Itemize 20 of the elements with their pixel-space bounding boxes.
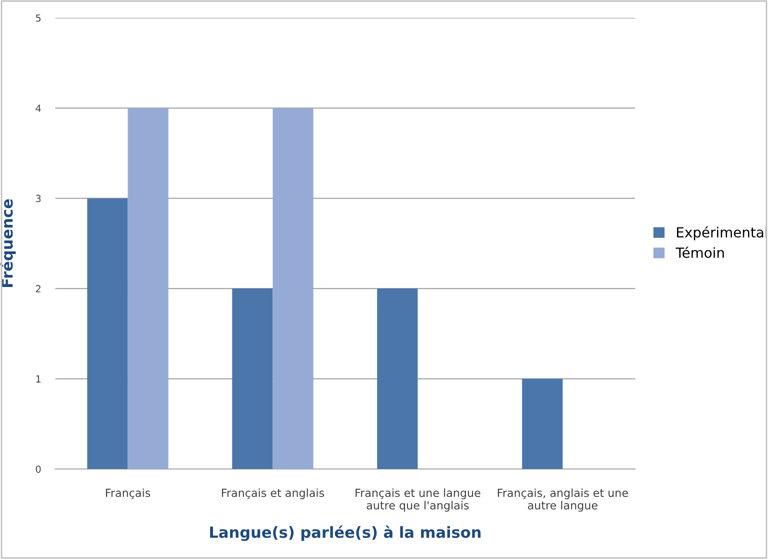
y-tick-label: 0 bbox=[36, 465, 41, 473]
bar bbox=[522, 378, 563, 469]
bar bbox=[87, 198, 128, 469]
legend-label: Témoin bbox=[676, 246, 724, 258]
x-axis-title: Langue(s) parlée(s) à la maison bbox=[210, 526, 481, 542]
legend-label: Expérimental bbox=[677, 226, 767, 240]
y-tick-label: 1 bbox=[36, 375, 41, 382]
y-tick-label: 2 bbox=[36, 285, 40, 292]
x-tick-label: Français et une langue autre que l'anglais bbox=[356, 488, 480, 512]
bar bbox=[128, 108, 168, 469]
x-tick-label: Français et anglais bbox=[222, 488, 324, 500]
bar bbox=[232, 288, 273, 469]
y-tick-label: 3 bbox=[36, 194, 41, 202]
bar bbox=[272, 108, 314, 469]
x-tick-label: Français, anglais et une autre langue bbox=[498, 488, 628, 512]
y-axis-title: Fréquence bbox=[0, 199, 16, 287]
x-tick-label: Français bbox=[106, 488, 150, 500]
y-tick-label: 5 bbox=[36, 14, 41, 22]
bar bbox=[377, 288, 418, 469]
y-tick-label: 4 bbox=[36, 104, 41, 112]
